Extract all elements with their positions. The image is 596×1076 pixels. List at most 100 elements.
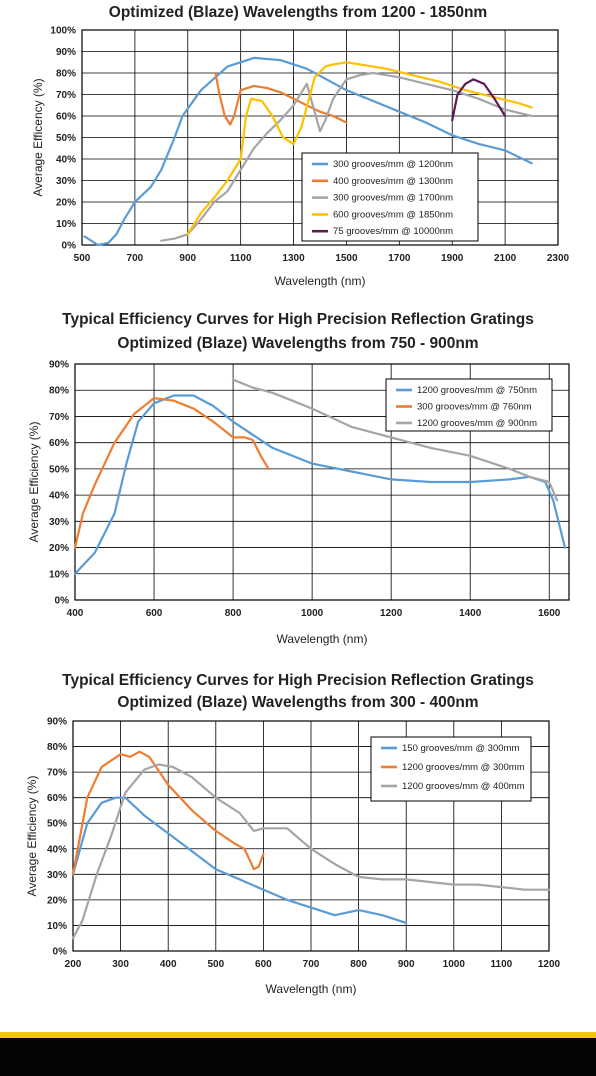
footer-accent-bar bbox=[0, 1032, 596, 1038]
y-axis-label: Average Efficiency (%) bbox=[25, 776, 39, 897]
y-tick-label: 30% bbox=[49, 517, 69, 528]
series-line-3 bbox=[232, 378, 559, 502]
y-tick-label: 30% bbox=[47, 870, 67, 881]
y-tick-label: 40% bbox=[56, 155, 76, 166]
legend-entry: 300 grooves/mm @ 1200nm bbox=[333, 159, 453, 170]
y-tick-label: 10% bbox=[47, 921, 67, 932]
y-tick-label: 40% bbox=[49, 491, 69, 502]
x-tick-label: 1200 bbox=[380, 608, 403, 619]
legend-entry: 75 grooves/mm @ 10000nm bbox=[333, 226, 453, 237]
series-line-3 bbox=[160, 71, 533, 242]
legend-box bbox=[370, 736, 532, 802]
y-tick-label: 90% bbox=[56, 47, 76, 58]
y-tick-label: 50% bbox=[49, 464, 69, 475]
chart-title: Typical Efficiency Curves for High Preci… bbox=[62, 672, 534, 689]
y-tick-label: 80% bbox=[47, 742, 67, 753]
legend-entry: 150 grooves/mm @ 300mm bbox=[402, 743, 519, 754]
legend-box bbox=[385, 378, 553, 432]
legend-entry: 1200 grooves/mm @ 400mm bbox=[402, 781, 525, 792]
legend-entry: 1200 grooves/mm @ 750nm bbox=[417, 385, 537, 396]
x-tick-label: 1100 bbox=[491, 959, 513, 970]
chart-2: Typical Efficiency Curves for High Preci… bbox=[27, 311, 570, 646]
x-tick-label: 1600 bbox=[538, 608, 561, 619]
legend: 300 grooves/mm @ 1200nm 400 grooves/mm @ … bbox=[301, 152, 479, 242]
legend: 1200 grooves/mm @ 750nm 300 grooves/mm @ … bbox=[385, 378, 553, 432]
y-tick-label: 20% bbox=[49, 543, 69, 554]
y-tick-label: 100% bbox=[50, 26, 76, 37]
legend-entry: 1200 grooves/mm @ 900nm bbox=[417, 418, 537, 429]
chart-title: Typical Efficiency Curves for High Preci… bbox=[62, 311, 534, 328]
y-axis-label: Average Efficiency (%) bbox=[27, 422, 41, 543]
chart-1: Optimized (Blaze) Wavelengths from 1200 … bbox=[31, 4, 570, 288]
y-tick-label: 0% bbox=[53, 947, 68, 958]
y-tick-label: 70% bbox=[47, 768, 67, 779]
x-tick-label: 500 bbox=[207, 959, 224, 970]
y-tick-label: 20% bbox=[56, 198, 76, 209]
legend-entry: 300 grooves/mm @ 760nm bbox=[417, 402, 532, 413]
series-line-1 bbox=[73, 394, 567, 575]
x-tick-label: 1900 bbox=[441, 253, 464, 264]
x-tick-label: 700 bbox=[303, 959, 320, 970]
series-line-2 bbox=[214, 71, 348, 126]
y-tick-label: 70% bbox=[56, 90, 76, 101]
y-tick-label: 30% bbox=[56, 176, 76, 187]
x-axis-label: Wavelength (nm) bbox=[266, 982, 357, 996]
legend-entry: 300 grooves/mm @ 1700nm bbox=[333, 193, 453, 204]
chart-subtitle: Optimized (Blaze) Wavelengths from 300 -… bbox=[117, 694, 478, 711]
series-line-1 bbox=[83, 56, 533, 247]
x-tick-label: 500 bbox=[74, 253, 91, 264]
x-tick-label: 2300 bbox=[547, 253, 570, 264]
chart-title: Optimized (Blaze) Wavelengths from 1200 … bbox=[109, 4, 487, 21]
y-tick-label: 70% bbox=[49, 412, 69, 423]
y-tick-label: 0% bbox=[55, 596, 70, 607]
y-tick-label: 0% bbox=[62, 241, 77, 252]
x-tick-label: 1200 bbox=[538, 959, 561, 970]
y-tick-label: 10% bbox=[56, 219, 76, 230]
x-tick-label: 200 bbox=[65, 959, 82, 970]
chart-3: Typical Efficiency Curves for High Preci… bbox=[25, 672, 561, 996]
y-tick-label: 60% bbox=[56, 112, 76, 123]
legend-entry: 1200 grooves/mm @ 300mm bbox=[402, 762, 525, 773]
series-line-1 bbox=[71, 796, 408, 925]
series-line-5 bbox=[451, 78, 507, 122]
legend-box bbox=[301, 152, 479, 242]
x-tick-label: 1300 bbox=[282, 253, 305, 264]
x-tick-label: 2100 bbox=[494, 253, 517, 264]
y-tick-label: 50% bbox=[47, 819, 67, 830]
x-tick-label: 900 bbox=[398, 959, 415, 970]
x-tick-label: 900 bbox=[179, 253, 196, 264]
series-line-3 bbox=[71, 763, 551, 940]
x-tick-label: 400 bbox=[67, 608, 84, 619]
y-axis-label: Average Efficency (%) bbox=[31, 78, 45, 196]
x-tick-label: 800 bbox=[225, 608, 242, 619]
x-tick-label: 1500 bbox=[335, 253, 358, 264]
legend-entry: 600 grooves/mm @ 1850nm bbox=[333, 209, 453, 220]
series-line-2 bbox=[71, 750, 265, 876]
x-tick-label: 800 bbox=[350, 959, 367, 970]
x-tick-label: 1400 bbox=[459, 608, 482, 619]
x-tick-label: 600 bbox=[146, 608, 163, 619]
x-tick-label: 1000 bbox=[301, 608, 324, 619]
x-tick-label: 400 bbox=[160, 959, 177, 970]
y-tick-label: 90% bbox=[49, 360, 69, 371]
x-axis-label: Wavelength (nm) bbox=[277, 632, 368, 646]
x-axis-label: Wavelength (nm) bbox=[275, 274, 366, 288]
y-tick-label: 60% bbox=[47, 793, 67, 804]
x-tick-label: 300 bbox=[112, 959, 129, 970]
y-tick-label: 10% bbox=[49, 569, 69, 580]
y-tick-label: 50% bbox=[56, 133, 76, 144]
y-tick-label: 20% bbox=[47, 895, 67, 906]
series-line-2 bbox=[73, 397, 270, 549]
x-tick-label: 1700 bbox=[388, 253, 411, 264]
chart-subtitle: Optimized (Blaze) Wavelengths from 750 -… bbox=[117, 335, 478, 352]
legend-entry: 400 grooves/mm @ 1300nm bbox=[333, 176, 453, 187]
x-tick-label: 1000 bbox=[443, 959, 466, 970]
x-tick-label: 700 bbox=[127, 253, 144, 264]
y-tick-label: 80% bbox=[56, 69, 76, 80]
x-tick-label: 600 bbox=[255, 959, 272, 970]
legend: 150 grooves/mm @ 300mm 1200 grooves/mm @ … bbox=[370, 736, 532, 802]
footer-bar bbox=[0, 1038, 596, 1076]
series-line-4 bbox=[186, 61, 533, 236]
x-tick-label: 1100 bbox=[230, 253, 252, 264]
